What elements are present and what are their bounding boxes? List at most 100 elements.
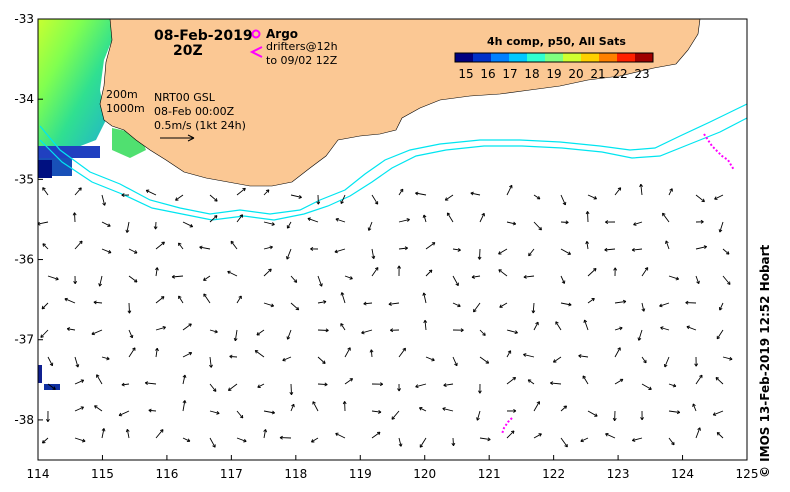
current-vector	[344, 275, 353, 280]
current-vector	[612, 410, 617, 422]
current-vector	[74, 356, 80, 368]
current-vector	[446, 212, 454, 223]
current-vector	[718, 302, 724, 311]
current-vector	[236, 187, 246, 196]
current-vector	[605, 220, 616, 224]
current-vector	[209, 437, 216, 448]
current-vector	[64, 297, 76, 304]
current-vector	[155, 429, 164, 439]
current-vector	[587, 410, 598, 417]
current-vector	[209, 383, 217, 392]
current-vector	[282, 356, 292, 362]
current-vector	[371, 431, 381, 439]
colorbar-tick-label: 22	[612, 67, 627, 81]
sst-cold-spot	[38, 365, 42, 383]
current-vector	[477, 248, 482, 260]
current-vector	[614, 347, 621, 358]
current-vector	[279, 435, 292, 440]
current-vector	[334, 248, 346, 254]
current-vector	[101, 221, 111, 227]
current-vector	[182, 437, 191, 443]
current-vector	[498, 248, 508, 255]
current-vector	[290, 194, 302, 199]
colorbar-tick-label: 18	[524, 67, 539, 81]
current-vector	[230, 240, 238, 250]
current-vector	[692, 403, 697, 412]
current-vector	[203, 293, 211, 304]
isobath-200m-label: 200m	[106, 88, 138, 101]
current-vector	[236, 295, 242, 304]
current-vector	[695, 245, 708, 250]
current-vector	[155, 347, 159, 358]
current-vector	[74, 187, 82, 196]
current-vector	[473, 302, 481, 313]
current-vector	[290, 403, 295, 412]
current-vector	[471, 275, 481, 279]
current-vector	[587, 194, 597, 200]
plot-frame	[37, 18, 748, 461]
current-vector	[452, 356, 458, 367]
current-vector	[290, 302, 300, 311]
current-vector	[229, 354, 238, 359]
current-vector	[659, 302, 670, 308]
current-vector	[555, 321, 562, 331]
current-vector	[340, 194, 346, 204]
current-vector	[451, 437, 456, 447]
current-vector	[631, 437, 643, 442]
current-vector	[148, 408, 157, 413]
current-vector	[419, 437, 427, 448]
current-vector	[533, 221, 542, 231]
current-vectors	[38, 183, 733, 448]
current-vector	[101, 428, 106, 439]
current-vector	[470, 191, 481, 196]
current-vector	[263, 245, 273, 250]
current-vector	[452, 275, 459, 286]
current-vector	[533, 401, 540, 412]
current-vector	[263, 221, 275, 226]
x-tick-label: 124	[671, 467, 694, 481]
current-vector	[46, 410, 50, 423]
current-vector	[506, 350, 512, 358]
current-vector	[101, 248, 112, 254]
current-vector	[714, 194, 724, 200]
current-vector	[718, 221, 724, 233]
current-vector	[178, 242, 184, 250]
current-vector	[716, 432, 724, 439]
current-vector	[425, 356, 435, 362]
current-vector	[73, 275, 78, 285]
current-vector	[560, 248, 571, 255]
current-vector	[340, 292, 346, 304]
current-vector	[578, 354, 589, 358]
current-vector	[316, 194, 321, 205]
altimetry-time: 08-Feb 00:00Z	[154, 105, 235, 118]
current-vector	[317, 356, 326, 364]
current-vector	[641, 383, 652, 390]
x-tick-label: 120	[413, 467, 436, 481]
current-vector	[390, 328, 400, 333]
current-vector	[506, 430, 515, 439]
current-vector	[125, 428, 130, 439]
x-tick-label: 119	[349, 467, 372, 481]
current-vector	[128, 275, 138, 283]
current-vector	[209, 194, 218, 202]
current-vector	[639, 183, 644, 196]
current-vector	[641, 267, 649, 277]
current-vector	[585, 211, 590, 223]
colorbar-tick-label: 19	[546, 67, 561, 81]
current-vector	[369, 349, 374, 358]
current-vector	[444, 194, 454, 201]
current-vector	[686, 325, 697, 331]
current-vector	[171, 274, 184, 279]
current-vector	[604, 247, 616, 252]
colorbar-frame	[454, 52, 654, 63]
current-vector	[101, 356, 110, 361]
current-vector	[125, 221, 130, 233]
current-vector	[587, 268, 597, 277]
current-vector	[96, 374, 103, 385]
current-vector	[391, 410, 400, 420]
altimetry-product: NRT00 GSL	[154, 91, 216, 104]
current-vector	[128, 329, 134, 339]
current-vector	[236, 410, 244, 419]
current-vector	[479, 437, 491, 442]
current-vector	[478, 383, 482, 394]
